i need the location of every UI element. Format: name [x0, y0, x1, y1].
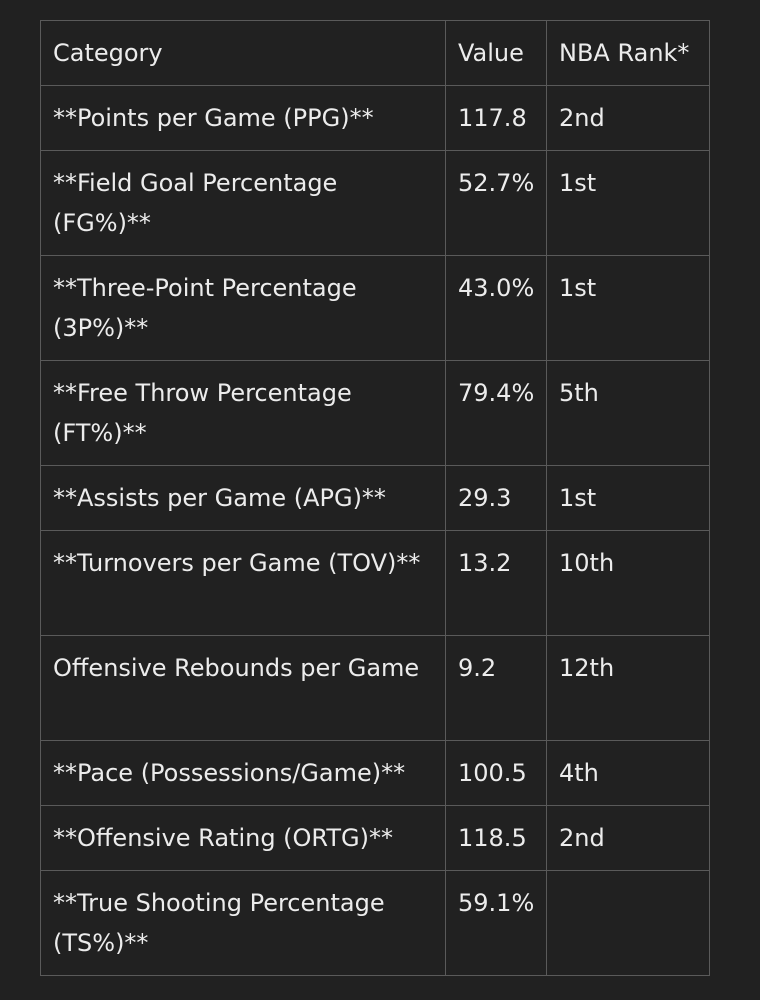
value-cell: 117.8	[445, 85, 547, 151]
value-cell: 9.2	[445, 635, 547, 741]
table-row: **Field Goal Percentage (FG%)** 52.7% 1s…	[40, 150, 710, 256]
value-cell: 79.4%	[445, 360, 547, 466]
category-cell: Offensive Rebounds per Game	[40, 635, 446, 741]
table-row: **Turnovers per Game (TOV)** 13.2 10th	[40, 530, 710, 636]
rank-cell: 4th	[546, 740, 710, 806]
table-row: **Assists per Game (APG)** 29.3 1st	[40, 465, 710, 531]
value-cell: 13.2	[445, 530, 547, 636]
table-row: Offensive Rebounds per Game 9.2 12th	[40, 635, 710, 741]
rank-cell: 2nd	[546, 85, 710, 151]
rank-cell: 12th	[546, 635, 710, 741]
rank-cell: 2nd	[546, 805, 710, 871]
category-cell: **Points per Game (PPG)**	[40, 85, 446, 151]
value-cell: 43.0%	[445, 255, 547, 361]
value-cell: 52.7%	[445, 150, 547, 256]
value-cell: 118.5	[445, 805, 547, 871]
rank-cell: 1st	[546, 255, 710, 361]
column-header-nba-rank: NBA Rank*	[546, 20, 710, 86]
stats-table-container: Category Value NBA Rank* **Points per Ga…	[40, 20, 710, 976]
rank-cell: 5th	[546, 360, 710, 466]
category-cell: **Turnovers per Game (TOV)**	[40, 530, 446, 636]
table-header-row: Category Value NBA Rank*	[40, 20, 710, 86]
value-cell: 29.3	[445, 465, 547, 531]
category-cell: **Field Goal Percentage (FG%)**	[40, 150, 446, 256]
rank-cell: 1st	[546, 465, 710, 531]
category-cell: **Offensive Rating (ORTG)**	[40, 805, 446, 871]
table-row: **Free Throw Percentage (FT%)** 79.4% 5t…	[40, 360, 710, 466]
column-header-category: Category	[40, 20, 446, 86]
rank-cell: 1st	[546, 150, 710, 256]
team-stats-table: Category Value NBA Rank* **Points per Ga…	[40, 20, 710, 976]
rank-cell: 10th	[546, 530, 710, 636]
value-cell: 59.1%	[445, 870, 547, 976]
category-cell: **True Shooting Percentage (TS%)**	[40, 870, 446, 976]
category-cell: **Three-Point Percentage (3P%)**	[40, 255, 446, 361]
table-row: **Pace (Possessions/Game)** 100.5 4th	[40, 740, 710, 806]
category-cell: **Pace (Possessions/Game)**	[40, 740, 446, 806]
category-cell: **Assists per Game (APG)**	[40, 465, 446, 531]
table-row: **Three-Point Percentage (3P%)** 43.0% 1…	[40, 255, 710, 361]
table-row: **Points per Game (PPG)** 117.8 2nd	[40, 85, 710, 151]
table-row: **True Shooting Percentage (TS%)** 59.1%	[40, 870, 710, 976]
rank-cell	[546, 870, 710, 976]
table-row: **Offensive Rating (ORTG)** 118.5 2nd	[40, 805, 710, 871]
category-cell: **Free Throw Percentage (FT%)**	[40, 360, 446, 466]
column-header-value: Value	[445, 20, 547, 86]
value-cell: 100.5	[445, 740, 547, 806]
